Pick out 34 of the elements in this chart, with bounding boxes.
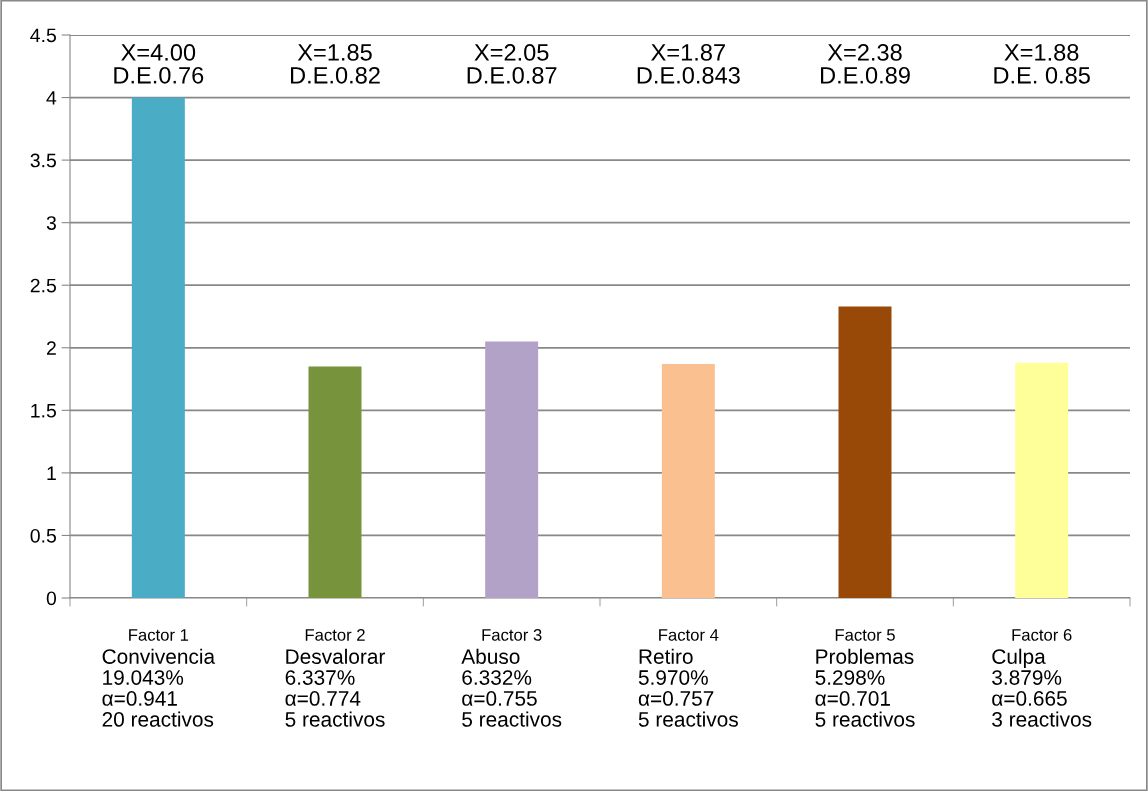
x-tick-label: Factor 3	[482, 629, 542, 641]
text: Abuso 6.332% α=0.755 5 reactivos	[461, 648, 562, 727]
y-tick-label: 1.5	[31, 404, 56, 418]
y-tick-label: 3.5	[30, 153, 56, 168]
text: Culpa 3.879% α=0.665 3 reactivos	[992, 648, 1092, 727]
bar	[308, 366, 362, 598]
y-tick-label: 2	[46, 341, 56, 355]
annotation: X=1.87 D.E.0.843	[637, 44, 740, 84]
annotation: X=2.05 D.E.0.87	[467, 44, 557, 84]
x-tick-label: Factor 6	[1012, 629, 1072, 641]
x-tick-label: Factor 2	[305, 629, 365, 641]
text: Problemas 5.298% α=0.701 5 reactivos	[815, 648, 915, 727]
x-tick-label: Factor 4	[659, 629, 719, 641]
bar	[661, 364, 715, 598]
y-tick-label: 3	[46, 216, 56, 230]
x-tick-label: Factor 5	[835, 629, 895, 641]
annotation: X=4.00 D.E.0.76	[114, 44, 204, 84]
text: Retiro 5.970% α=0.757 5 reactivos	[638, 648, 738, 727]
y-tick-label: 2.5	[30, 278, 56, 293]
annotation: X=1.88 D.E. 0.85	[994, 44, 1090, 84]
x-tick-label: Factor 1	[129, 629, 189, 641]
y-tick-label: 0	[46, 591, 57, 606]
bar	[838, 306, 892, 598]
annotation: X=2.38 D.E.0.89	[821, 44, 910, 84]
y-tick-label: 4	[46, 91, 57, 105]
bar	[485, 341, 539, 598]
text: Desvalorar 6.337% α=0.774 5 reactivos	[285, 648, 386, 727]
bar	[1015, 362, 1069, 598]
text: Convivencia 19.043% α=0.941 20 reactivos	[102, 648, 216, 727]
y-tick-label: 4.5	[30, 28, 56, 43]
y-tick-label: 1	[47, 466, 56, 480]
bar	[131, 97, 185, 598]
annotation: X=1.85 D.E.0.82	[291, 44, 380, 84]
y-tick-label: 0.5	[30, 528, 56, 543]
